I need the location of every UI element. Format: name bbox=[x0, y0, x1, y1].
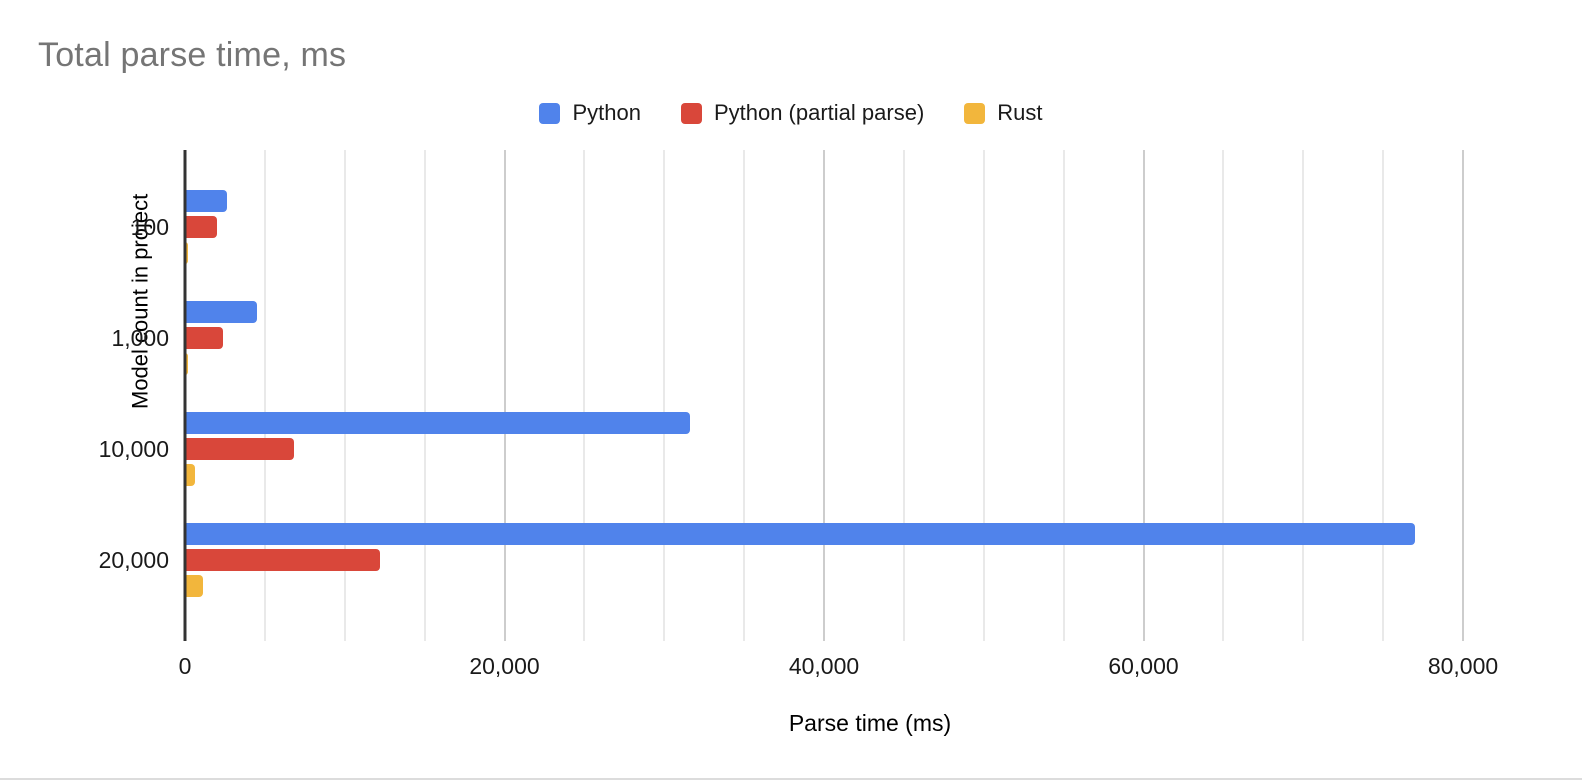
minor-gridline bbox=[743, 150, 746, 641]
legend-item: Python bbox=[539, 100, 641, 126]
legend-label: Python (partial parse) bbox=[713, 100, 925, 125]
major-gridline bbox=[503, 150, 506, 641]
y-category-label: 10,000 bbox=[98, 436, 169, 462]
y-category-label: 100 bbox=[130, 214, 169, 240]
plot-area: 100 1,000 10,000 20,000 0 20,000 40,000 60,000 8… bbox=[99, 150, 1498, 679]
x-tick-label: 0 bbox=[178, 653, 192, 679]
legend-item: Python (partial parse) bbox=[680, 100, 925, 126]
y-category-label: 20,000 bbox=[98, 547, 169, 573]
x-tick-label: 20,000 bbox=[469, 653, 540, 679]
legend-swatch-icon bbox=[964, 102, 986, 124]
x-tick-label: 40,000 bbox=[788, 653, 860, 679]
bar bbox=[185, 575, 203, 597]
bar bbox=[185, 464, 195, 486]
minor-gridline bbox=[1062, 150, 1065, 641]
minor-gridline bbox=[902, 150, 905, 641]
minor-gridline bbox=[263, 150, 266, 641]
minor-gridline bbox=[423, 150, 426, 641]
legend-item: Rust bbox=[964, 100, 1043, 126]
major-gridline bbox=[823, 150, 825, 641]
x-tick-label: 60,000 bbox=[1108, 653, 1179, 679]
legend-label: Rust bbox=[997, 100, 1043, 125]
bar bbox=[185, 327, 224, 349]
minor-gridline bbox=[343, 150, 346, 641]
chart-title: Total parse time, ms bbox=[38, 36, 347, 74]
minor-gridline bbox=[1222, 150, 1225, 641]
legend-swatch-icon bbox=[680, 102, 702, 124]
legend-label: Python bbox=[572, 100, 641, 125]
bar bbox=[185, 412, 690, 434]
bar bbox=[185, 301, 257, 323]
major-gridline bbox=[1142, 150, 1145, 641]
minor-gridline bbox=[982, 150, 985, 641]
bar bbox=[185, 190, 227, 212]
y-axis-line bbox=[183, 150, 187, 641]
bar bbox=[185, 523, 1416, 545]
y-category-label: 1,000 bbox=[111, 325, 169, 351]
major-gridline bbox=[1462, 150, 1464, 641]
minor-gridline bbox=[1302, 150, 1305, 641]
bar bbox=[185, 216, 217, 238]
bar bbox=[185, 549, 380, 571]
minor-gridline bbox=[583, 150, 586, 641]
legend-swatch-icon bbox=[539, 102, 561, 124]
bar bbox=[185, 353, 189, 375]
bar bbox=[185, 438, 294, 460]
legend: Python Python (partial parse) Rust bbox=[0, 100, 1582, 126]
x-axis-title: Parse time (ms) bbox=[788, 710, 952, 736]
x-tick-label: 80,000 bbox=[1427, 653, 1499, 679]
minor-gridline bbox=[663, 150, 666, 641]
minor-gridline bbox=[1382, 150, 1385, 641]
